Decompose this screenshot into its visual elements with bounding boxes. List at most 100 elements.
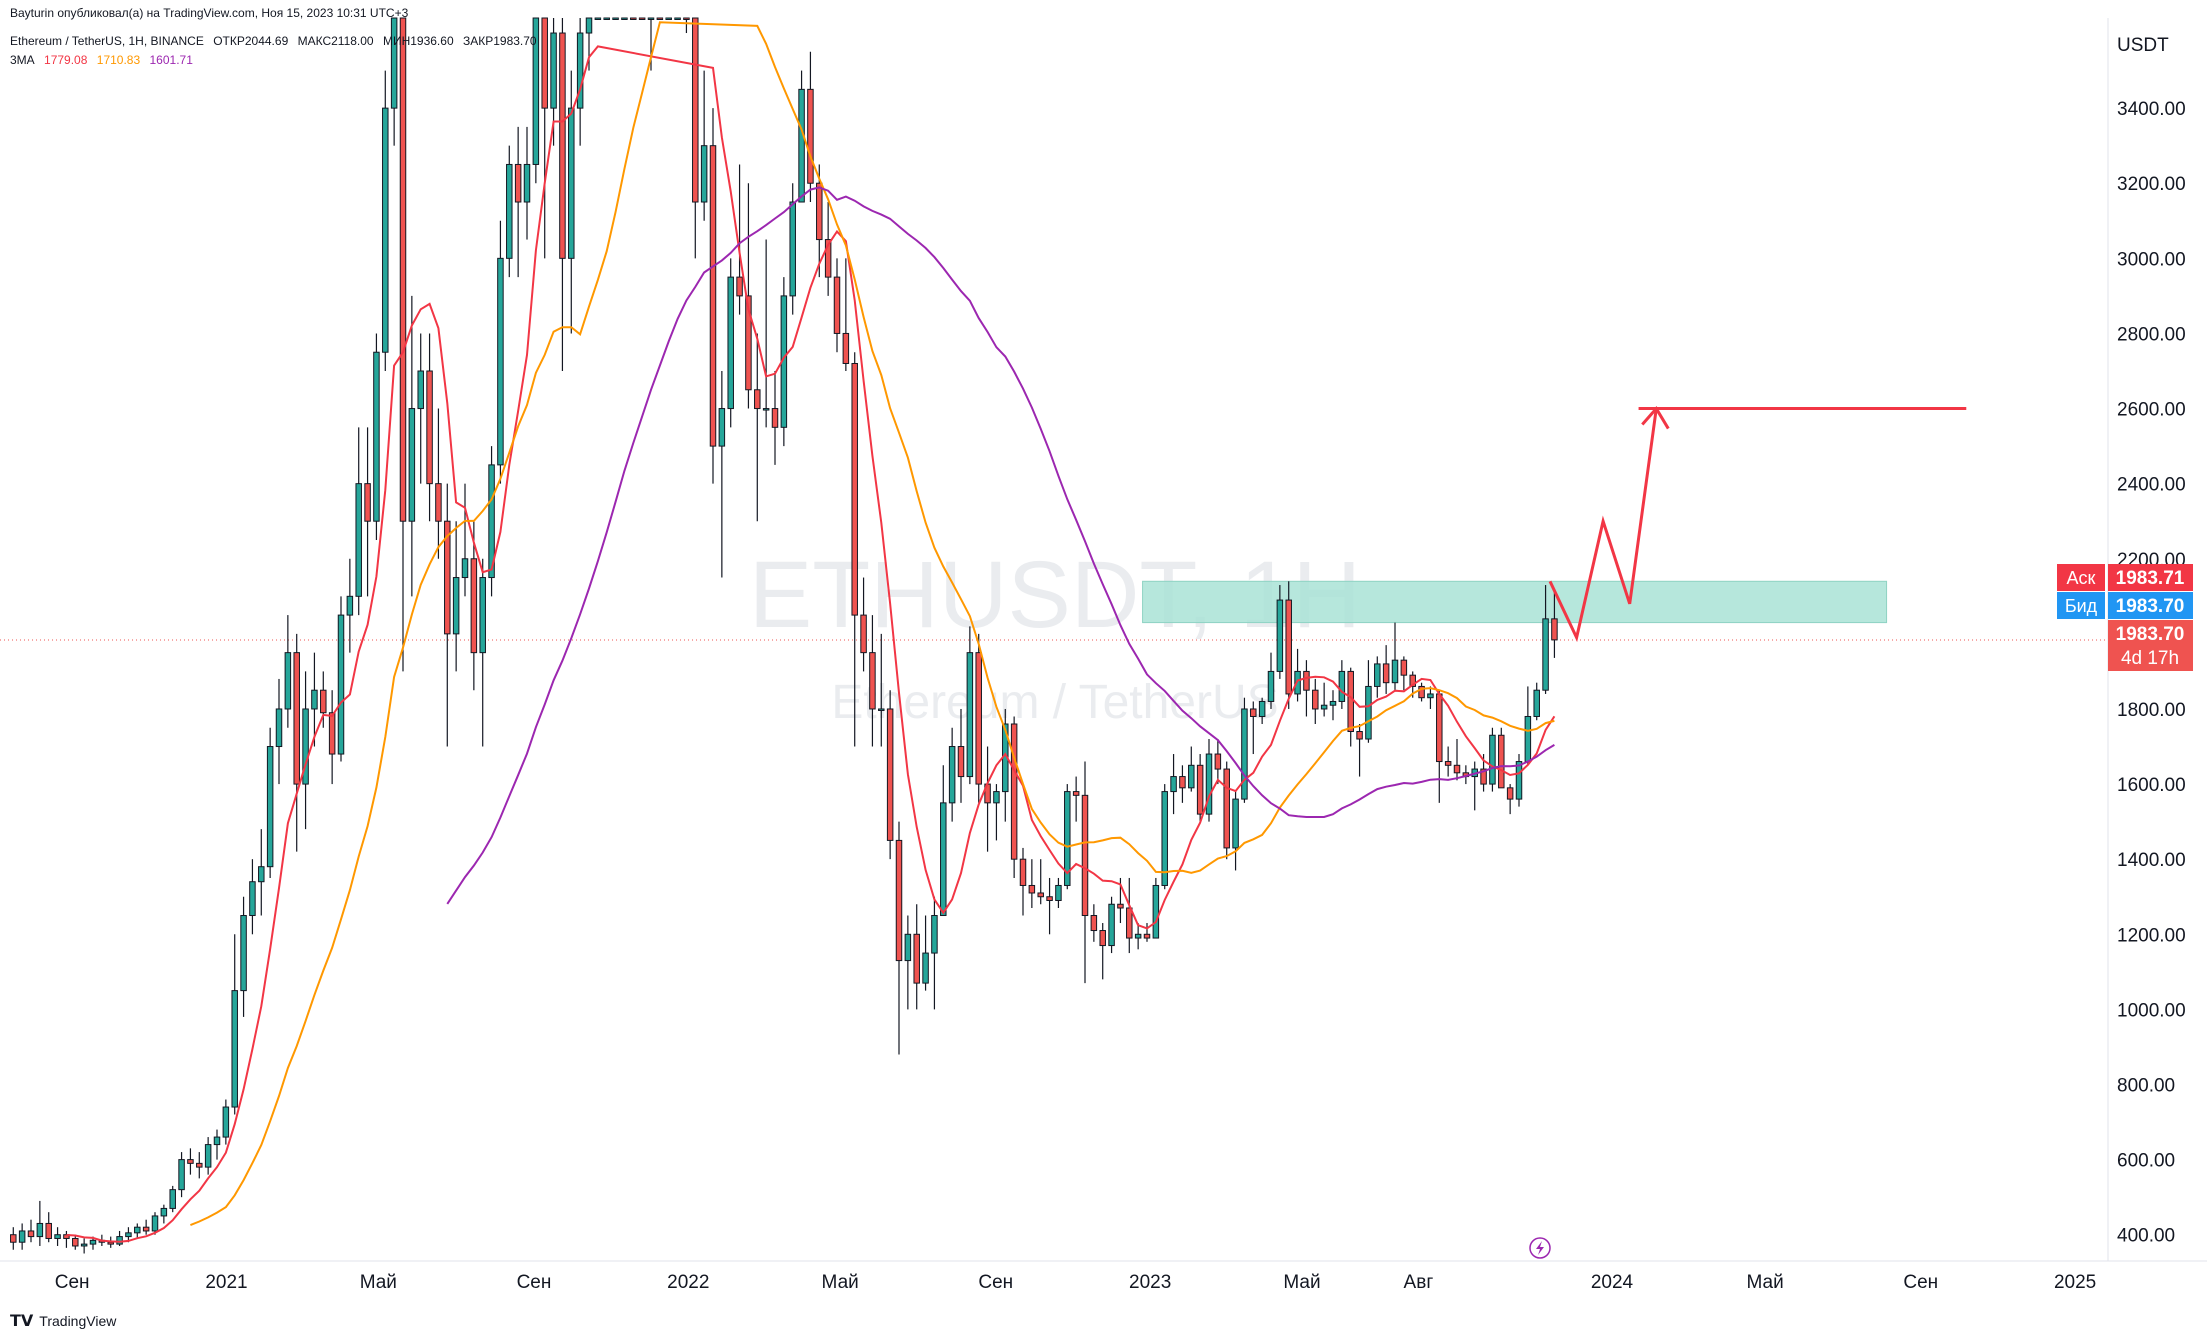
symbol-legend[interactable]: Ethereum / TetherUS, 1Н, BINANCE ОТКР204… [10, 34, 543, 48]
price-tick-label: 1200.00 [2117, 925, 2186, 946]
candle-body [426, 370, 433, 485]
candle [27, 1219, 35, 1243]
candle-body [585, 17, 593, 34]
candle-body [1223, 768, 1230, 849]
watermark-subtitle: Ethereum / TetherUS [831, 676, 1278, 729]
candle [886, 690, 894, 860]
candle-body [1551, 618, 1558, 641]
candle-body [302, 708, 309, 785]
candle-body [390, 17, 398, 109]
candle [204, 1137, 212, 1175]
candle-body [1196, 764, 1204, 815]
candle-body [187, 1159, 194, 1164]
candle-body [1152, 884, 1160, 939]
candle-body [700, 145, 708, 203]
bid-label-box [2057, 592, 2105, 619]
candle [754, 333, 761, 522]
candle-body [1524, 715, 1532, 763]
candle-body [249, 881, 256, 917]
candle-body [762, 408, 770, 411]
candle [1188, 746, 1195, 792]
candle [514, 126, 522, 278]
candle [470, 521, 478, 691]
candle-body [54, 1234, 61, 1239]
candle-body [1134, 933, 1142, 939]
candle-body [364, 483, 371, 522]
candle-body [833, 276, 841, 334]
candle [160, 1204, 168, 1224]
candle-body [975, 652, 982, 785]
candle [1152, 877, 1160, 939]
candle [80, 1238, 88, 1254]
lightning-icon[interactable] [1529, 1237, 1551, 1259]
moving-average-line [190, 21, 1555, 1227]
candle [320, 671, 327, 728]
candle-body [1179, 776, 1186, 789]
ohlc-low: МИН1936.60 [382, 34, 454, 48]
candle-body [373, 351, 380, 522]
candle-body [904, 933, 912, 962]
candle-body [45, 1222, 52, 1239]
tradingview-footer[interactable]: 𝗧𝗩 TradingView [10, 1311, 116, 1331]
candle-body [479, 577, 486, 654]
candle [1267, 652, 1275, 709]
ohlc-close: ЗАКР1983.70 [462, 34, 537, 48]
candle-body [1453, 764, 1461, 774]
ma-legend[interactable]: 3MA 1779.08 1710.83 1601.71 [10, 53, 199, 67]
candle-body [1188, 764, 1195, 789]
candle [213, 1129, 221, 1160]
candle-body [1170, 776, 1177, 793]
candle [169, 1185, 176, 1213]
candle-body [116, 1236, 123, 1245]
candle [373, 333, 380, 540]
candle [1489, 727, 1496, 792]
candle [417, 333, 424, 484]
candle-body [931, 915, 938, 954]
candle-body [665, 17, 672, 20]
candle-body [514, 163, 522, 203]
candle [461, 483, 469, 597]
candle-body [1382, 663, 1390, 684]
candle [621, 17, 628, 20]
candle [798, 70, 805, 203]
ohlc-high: МАКС2118.00 [297, 34, 374, 48]
candle-body [594, 17, 602, 20]
candle-body [204, 1144, 212, 1168]
bid-value: 1983.70 [2116, 596, 2185, 617]
candle [541, 17, 548, 259]
candle [674, 17, 681, 20]
candle [1099, 923, 1106, 980]
time-tick-label: Сен [1903, 1272, 1938, 1293]
candle [258, 829, 265, 916]
candle [1241, 697, 1248, 803]
candle [736, 164, 743, 315]
candle-body [940, 802, 947, 917]
bid-label: Бид [2065, 596, 2098, 616]
candle [187, 1148, 194, 1175]
time-tick-label: 2023 [1129, 1272, 1171, 1293]
candle-body [1161, 791, 1168, 886]
candle [311, 652, 318, 747]
price-axis[interactable]: 3400.00 3200.00 3000.00 2800.00 2600.00 2400.… [2117, 99, 2186, 1247]
candle [1232, 791, 1239, 871]
candle [692, 17, 699, 259]
candle [337, 596, 345, 762]
plot-area [0, 17, 2108, 1254]
candle-body [213, 1136, 221, 1146]
bar-countdown: 4d 17h [2121, 648, 2179, 669]
candle-body [89, 1239, 97, 1245]
candle-body [621, 17, 628, 20]
candle-body [320, 689, 327, 714]
candle [638, 17, 646, 20]
candle-body [27, 1230, 35, 1238]
time-axis[interactable]: Сен 2021 Май Сен 2022 Май Сен 2023 Май Авг 2024 Май… [55, 1272, 2097, 1293]
candle [833, 258, 841, 353]
ma-label: 3MA [10, 53, 35, 67]
candle-body [293, 652, 300, 785]
candle [435, 408, 442, 559]
candle [1444, 746, 1452, 777]
time-tick-label: Май [1746, 1272, 1783, 1293]
candle [302, 671, 309, 830]
candle-body [656, 17, 664, 20]
